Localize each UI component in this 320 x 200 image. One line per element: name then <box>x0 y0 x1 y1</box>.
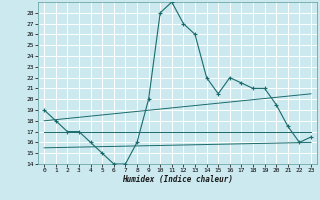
X-axis label: Humidex (Indice chaleur): Humidex (Indice chaleur) <box>122 175 233 184</box>
